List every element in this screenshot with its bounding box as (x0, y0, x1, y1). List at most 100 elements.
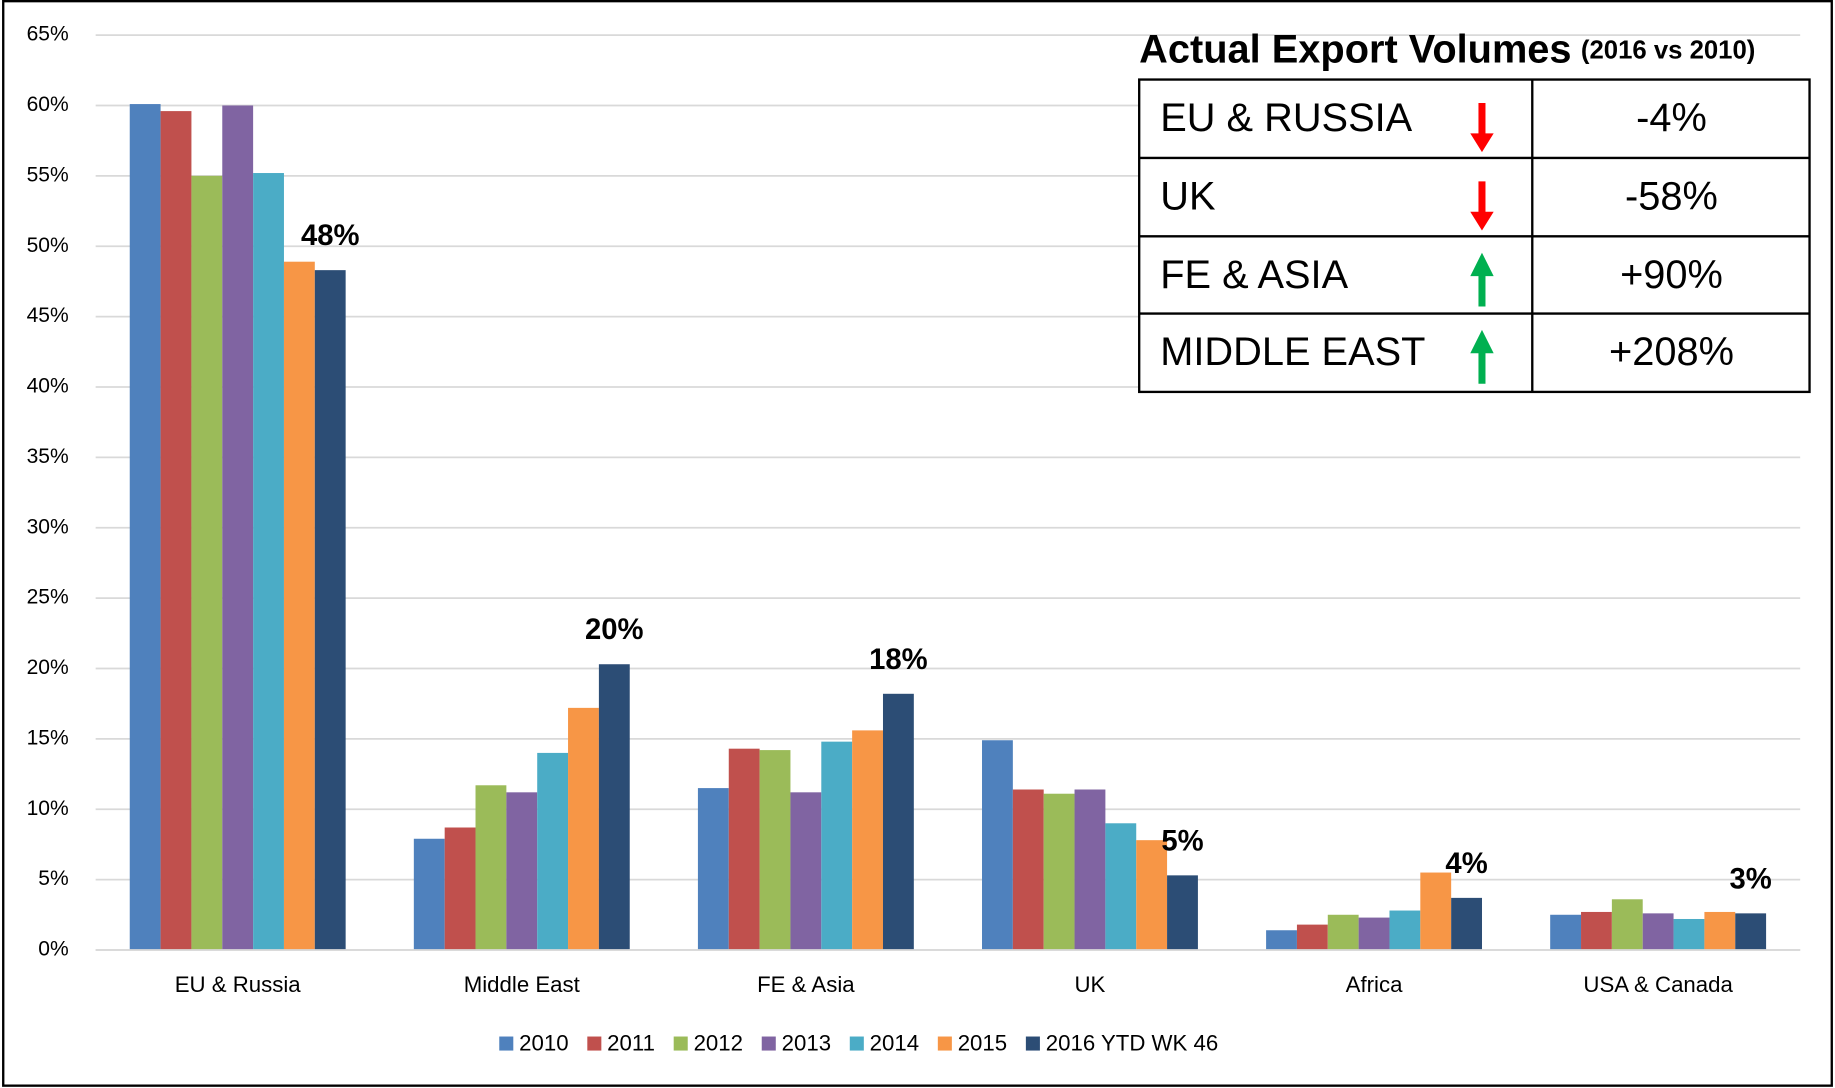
bar (444, 827, 476, 950)
bar (1611, 899, 1643, 950)
legend-label: 2016 YTD WK 46 (1046, 1031, 1218, 1056)
y-tick-label: 50% (27, 234, 69, 257)
legend-label: 2015 (958, 1031, 1007, 1056)
bar (1358, 917, 1390, 950)
table-title: Actual Export Volumes (2016 vs 2010) (1139, 27, 1755, 71)
bar (1074, 789, 1106, 950)
bar (1043, 793, 1075, 950)
table-title-text: Actual Export Volumes (1139, 27, 1571, 71)
data-label: 18% (869, 644, 928, 676)
y-tick-label: 55% (27, 163, 69, 186)
table-cell: +90% (1620, 253, 1723, 297)
data-label: 48% (301, 220, 360, 252)
bar (1451, 897, 1483, 950)
bar (314, 270, 346, 950)
legend-swatch (1025, 1036, 1040, 1051)
bar (1673, 918, 1705, 950)
y-tick-label: 5% (38, 867, 68, 890)
y-tick-label: 40% (27, 375, 69, 398)
bar (1704, 911, 1736, 950)
up-arrow (1470, 252, 1494, 307)
table-cell: -4% (1636, 96, 1707, 140)
bar (129, 104, 161, 950)
legend-swatch (849, 1036, 864, 1051)
bar (821, 741, 853, 950)
legend-swatch (937, 1036, 952, 1051)
data-label: 3% (1730, 863, 1772, 895)
table-cell: +208% (1609, 330, 1734, 374)
table-cell: -58% (1625, 174, 1718, 218)
legend-label: 2014 (870, 1031, 919, 1056)
bar (1389, 910, 1421, 950)
legend-swatch (499, 1036, 514, 1051)
bar (222, 105, 254, 950)
bar (1642, 913, 1674, 950)
bar (475, 785, 507, 950)
plot: 0% 5% 10% 15% 20% 25% 30% 35% 40% 45% 50% 55% 60% 65%… (27, 23, 1801, 997)
y-tick-label: 25% (27, 586, 69, 609)
y-tick-label: 65% (27, 23, 69, 46)
bar (1550, 914, 1582, 950)
bar (759, 750, 791, 950)
up-arrow (1470, 329, 1494, 384)
bar (1420, 872, 1452, 950)
data-label: 5% (1161, 825, 1203, 857)
down-arrow (1470, 102, 1494, 153)
table-cell: MIDDLE EAST (1160, 330, 1425, 374)
y-tick-label: 60% (27, 93, 69, 116)
y-tick-label: 35% (27, 445, 69, 468)
bar (598, 664, 630, 950)
inset-table: Actual Export Volumes (2016 vs 2010) EU &… (1138, 27, 1811, 394)
bar (1266, 930, 1297, 950)
y-tick-label: 20% (27, 656, 69, 679)
data-label: 20% (585, 614, 644, 646)
x-tick-label: FE & Asia (757, 972, 855, 997)
bar (1581, 911, 1612, 950)
x-tick-label: EU & Russia (175, 972, 302, 997)
bar (1327, 914, 1359, 950)
x-tick-label: Middle East (464, 972, 581, 997)
x-tick-label: Africa (1346, 972, 1403, 997)
bar (1136, 840, 1168, 950)
bar (852, 730, 883, 950)
bar (413, 838, 445, 950)
bar (160, 111, 192, 950)
legend: 2010 2011 2012 2013 2014 2015 2016 YTD WK 46 (499, 1031, 1218, 1056)
bar (790, 792, 822, 950)
legend-label: 2013 (782, 1031, 831, 1056)
legend-swatch (761, 1036, 776, 1051)
table-cell: EU & RUSSIA (1160, 96, 1412, 140)
y-tick-label: 0% (38, 938, 68, 961)
bar (1735, 913, 1767, 950)
bar (1105, 823, 1137, 950)
bar (537, 752, 569, 950)
legend-label: 2010 (519, 1031, 568, 1056)
y-tick-label: 15% (27, 726, 69, 749)
bar (728, 748, 760, 950)
y-tick-label: 45% (27, 304, 69, 327)
legend-swatch (587, 1036, 602, 1051)
bar (568, 707, 599, 950)
y-tick-label: 30% (27, 515, 69, 538)
data-label: 4% (1445, 848, 1487, 880)
bar (506, 792, 538, 950)
bar (191, 175, 223, 950)
bar (283, 261, 315, 950)
table-cell: FE & ASIA (1160, 253, 1348, 297)
down-arrow (1470, 181, 1494, 231)
table-subtitle: (2016 vs 2010) (1581, 36, 1755, 64)
bar (1296, 924, 1328, 950)
y-tick-label: 10% (27, 797, 69, 820)
legend-label: 2011 (607, 1031, 655, 1056)
legend-swatch (673, 1036, 688, 1051)
bar (982, 740, 1013, 950)
x-tick-label: USA & Canada (1583, 972, 1733, 997)
bar (882, 693, 914, 950)
bar (253, 173, 284, 950)
legend-label: 2012 (694, 1031, 743, 1056)
bar (1012, 789, 1044, 950)
table-cell: UK (1160, 174, 1216, 218)
bar (697, 788, 729, 950)
x-tick-label: UK (1075, 972, 1106, 997)
